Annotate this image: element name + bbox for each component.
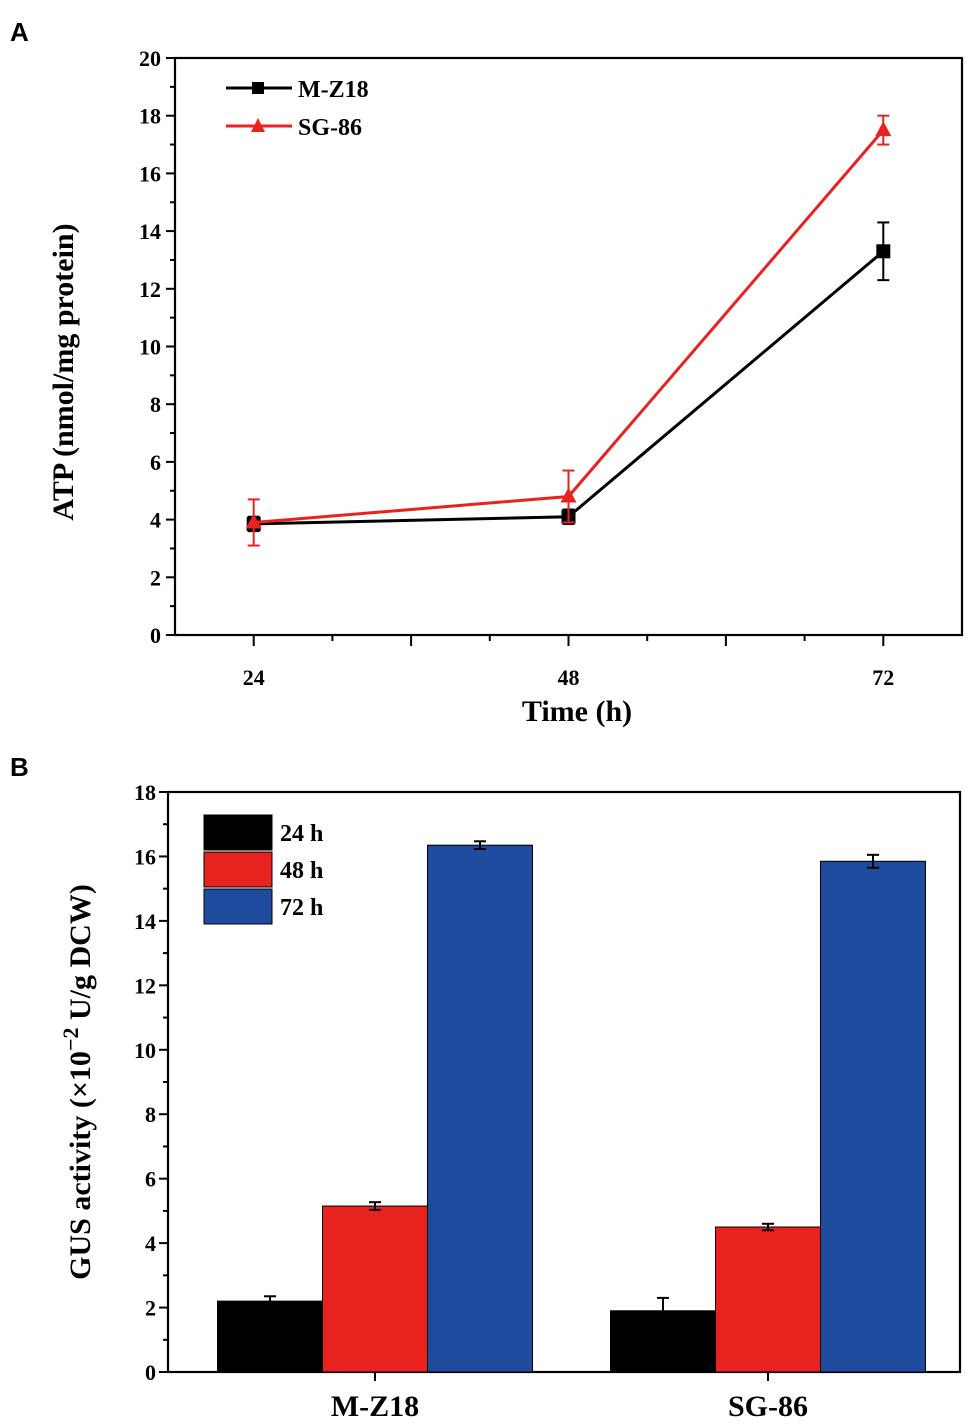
bar-group-sg-86 [610, 853, 926, 1373]
y-tick-label: 10 [139, 335, 161, 360]
y-tick-label: 6 [150, 450, 161, 475]
x-category-label: SG-86 [728, 1390, 808, 1423]
x-tick-label: 48 [558, 665, 580, 690]
legend-marker [252, 82, 264, 94]
chart-b-legend: 24 h 48 h 72 h [203, 814, 323, 925]
y-tick-label: 2 [145, 1296, 156, 1321]
y-tick-label: 16 [134, 844, 156, 869]
chart-a-plot-frame [173, 56, 964, 637]
x-tick-label: 24 [243, 665, 265, 690]
y-tick-label: 0 [145, 1360, 156, 1385]
data-point [876, 244, 891, 259]
chart-a-y-axis-title: ATP (nmol/mg protein) [47, 223, 80, 520]
legend-label: M-Z18 [298, 77, 369, 103]
chart-a-series [245, 114, 892, 547]
y-tick-label: 0 [150, 623, 161, 648]
legend-swatch [203, 814, 273, 851]
data-point [875, 121, 892, 137]
chart-b-x-axis: M-Z18 SG-86 [331, 1372, 808, 1423]
y-tick-label: 14 [139, 219, 161, 244]
chart-a-legend: M-Z18 SG-86 [226, 77, 369, 141]
x-category-label: M-Z18 [331, 1390, 419, 1423]
panel-label-a: A [10, 17, 29, 47]
bar [217, 1300, 323, 1373]
data-point [245, 513, 262, 529]
data-point [560, 487, 577, 503]
chart-b-y-axis-title-exponent: −2 [58, 1028, 83, 1052]
y-tick-label: 18 [139, 104, 161, 129]
y-tick-label: 20 [139, 46, 161, 71]
legend-swatch [203, 851, 273, 888]
chart-b-y-axis: 0 2 4 6 8 10 12 14 16 18 [134, 780, 168, 1385]
legend-swatch [203, 888, 273, 925]
chart-b-y-axis-title: GUS activity (×10−2 U/g DCW) [58, 884, 97, 1280]
legend-entry: 48 h [203, 851, 323, 888]
legend-label: 72 h [280, 895, 323, 921]
y-tick-label: 12 [139, 277, 161, 302]
y-tick-label: 8 [145, 1102, 156, 1127]
x-tick-label: 72 [872, 665, 894, 690]
legend-entry: M-Z18 [226, 77, 369, 103]
legend-entry: 24 h [203, 814, 323, 851]
panel-label-b: B [10, 752, 29, 782]
chart-b-bars [217, 840, 926, 1373]
y-tick-label: 16 [139, 161, 161, 186]
y-tick-label: 14 [134, 909, 156, 934]
y-tick-label: 12 [134, 973, 156, 998]
chart-b-y-axis-title-main: GUS activity (×10 [64, 1051, 97, 1280]
y-tick-label: 4 [150, 508, 161, 533]
bar [322, 1205, 428, 1373]
legend-label: 24 h [280, 821, 323, 847]
y-tick-label: 10 [134, 1038, 156, 1063]
bar [820, 860, 926, 1373]
y-tick-label: 8 [150, 392, 161, 417]
y-tick-label: 18 [134, 780, 156, 805]
y-tick-label: 2 [150, 565, 161, 590]
bar [427, 844, 533, 1373]
bar [715, 1226, 821, 1373]
legend-label: SG-86 [298, 115, 362, 141]
chart-b-y-axis-title-units: U/g DCW) [64, 884, 97, 1027]
y-tick-label: 4 [145, 1231, 156, 1256]
series-sg-86 [245, 114, 892, 547]
legend-entry: 72 h [203, 888, 323, 925]
bar-group-m-z18 [217, 840, 533, 1373]
chart-a-x-axis-title: Time (h) [522, 695, 632, 728]
legend-label: 48 h [280, 858, 323, 884]
series-line [253, 129, 885, 524]
chart-a-y-axis: 0 2 4 6 8 10 12 14 16 18 20 [139, 46, 175, 648]
legend-marker [251, 118, 265, 132]
legend-entry: SG-86 [226, 115, 362, 141]
chart-a-x-axis: 24 48 72 [243, 635, 894, 690]
y-tick-label: 6 [145, 1167, 156, 1192]
